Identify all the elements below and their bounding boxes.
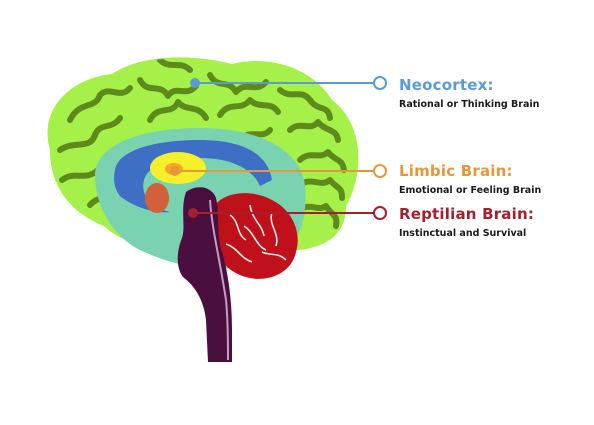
neocortex-subtitle: Rational or Thinking Brain (399, 99, 540, 110)
reptilian-subtitle: Instinctual and Survival (399, 228, 527, 239)
cerebellum-region (212, 193, 298, 279)
limbic-label: Limbic Brain: Emotional or Feeling Brain (399, 162, 541, 196)
limbic-connector (170, 164, 387, 178)
limbic-blue-region (114, 140, 272, 213)
neocortex-label: Neocortex: Rational or Thinking Brain (399, 76, 539, 110)
limbic-subtitle: Emotional or Feeling Brain (399, 185, 542, 196)
neocortex-title: Neocortex: (399, 76, 494, 94)
neocortex-connector (190, 76, 387, 90)
brainstem-region (177, 187, 232, 362)
reptilian-label: Reptilian Brain: Instinctual and Surviva… (399, 205, 534, 239)
brainstem-highlight (209, 199, 229, 361)
limbic-title: Limbic Brain: (399, 162, 513, 180)
reptilian-title: Reptilian Brain: (399, 205, 535, 223)
amygdala-region (145, 183, 169, 213)
reptilian-connector (188, 206, 387, 220)
